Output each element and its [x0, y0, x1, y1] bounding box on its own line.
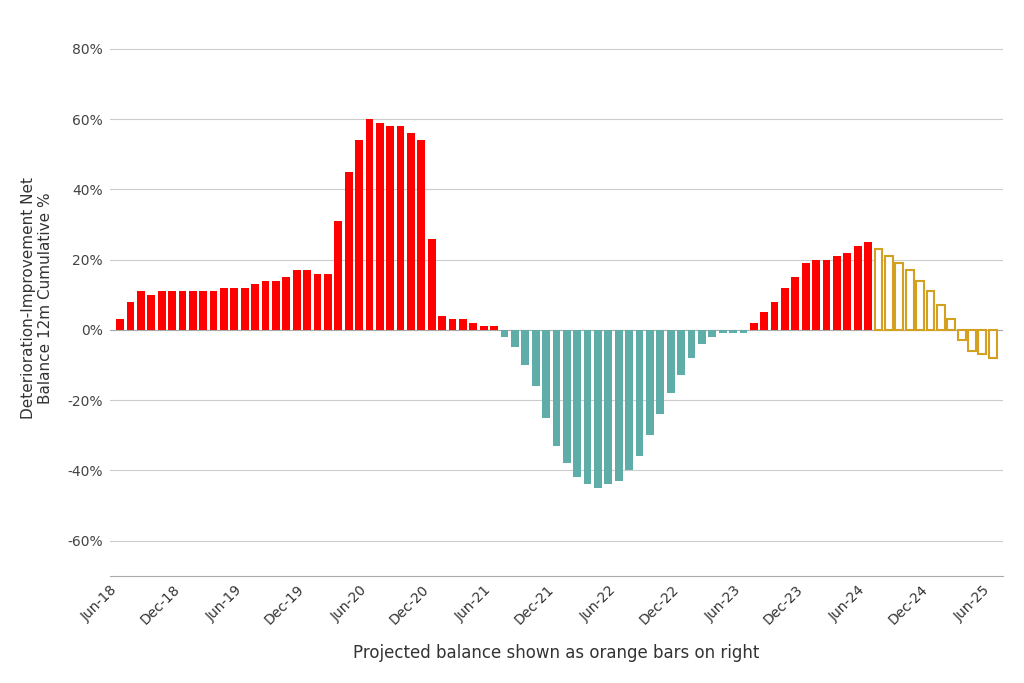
Bar [449, 320, 457, 330]
Bar [511, 330, 519, 348]
Bar [521, 330, 529, 365]
Bar [771, 302, 778, 330]
Bar [127, 302, 134, 330]
Bar [636, 330, 643, 456]
Bar [979, 330, 986, 354]
Bar [802, 263, 810, 330]
Bar [241, 288, 249, 330]
Bar [137, 291, 144, 330]
Bar [313, 274, 322, 330]
Bar [210, 291, 217, 330]
Bar [303, 270, 311, 330]
Bar [345, 172, 352, 330]
Bar [698, 330, 706, 344]
Bar [854, 246, 861, 330]
Bar [989, 330, 996, 358]
Bar [626, 330, 633, 471]
Bar [927, 291, 934, 330]
Bar [656, 330, 665, 414]
Bar [396, 126, 404, 330]
Bar [418, 140, 425, 330]
Bar [937, 305, 945, 330]
Bar [844, 253, 851, 330]
Bar [147, 295, 156, 330]
Bar [542, 330, 550, 417]
Bar [531, 330, 540, 386]
Bar [834, 256, 841, 330]
Bar [750, 323, 758, 330]
Bar [283, 277, 290, 330]
Bar [251, 284, 259, 330]
Bar [158, 291, 166, 330]
Bar [376, 123, 384, 330]
Bar [968, 330, 976, 351]
Bar [116, 320, 124, 330]
Bar [459, 320, 467, 330]
Bar [822, 260, 830, 330]
Bar [594, 330, 602, 488]
Bar [293, 270, 301, 330]
Bar [480, 326, 487, 330]
Bar [262, 281, 269, 330]
X-axis label: Projected balance shown as orange bars on right: Projected balance shown as orange bars o… [353, 644, 760, 662]
Bar [469, 323, 477, 330]
Bar [230, 288, 239, 330]
Bar [729, 330, 737, 333]
Bar [324, 274, 332, 330]
Bar [792, 277, 800, 330]
Bar [760, 312, 768, 330]
Bar [408, 133, 415, 330]
Bar [386, 126, 394, 330]
Bar [604, 330, 612, 484]
Bar [885, 256, 893, 330]
Bar [428, 238, 435, 330]
Bar [355, 140, 362, 330]
Bar [553, 330, 560, 446]
Bar [667, 330, 675, 393]
Bar [677, 330, 685, 376]
Bar [501, 330, 508, 337]
Bar [916, 281, 924, 330]
Bar [719, 330, 727, 333]
Bar [188, 291, 197, 330]
Bar [366, 119, 374, 330]
Bar [864, 242, 872, 330]
Bar [563, 330, 570, 463]
Bar [168, 291, 176, 330]
Bar [812, 260, 820, 330]
Bar [584, 330, 592, 484]
Bar [646, 330, 654, 435]
Bar [200, 291, 207, 330]
Bar [438, 316, 446, 330]
Bar [906, 270, 913, 330]
Bar [874, 249, 883, 330]
Bar [687, 330, 695, 358]
Bar [781, 288, 788, 330]
Bar [335, 221, 342, 330]
Bar [739, 330, 748, 333]
Bar [220, 288, 228, 330]
Bar [709, 330, 716, 337]
Bar [895, 263, 903, 330]
Bar [957, 330, 966, 340]
Bar [490, 326, 498, 330]
Y-axis label: Deterioration-Improvement Net
Balance 12m Cumulative %: Deterioration-Improvement Net Balance 12… [20, 178, 53, 419]
Bar [272, 281, 280, 330]
Bar [178, 291, 186, 330]
Bar [614, 330, 623, 481]
Bar [573, 330, 581, 477]
Bar [947, 320, 955, 330]
